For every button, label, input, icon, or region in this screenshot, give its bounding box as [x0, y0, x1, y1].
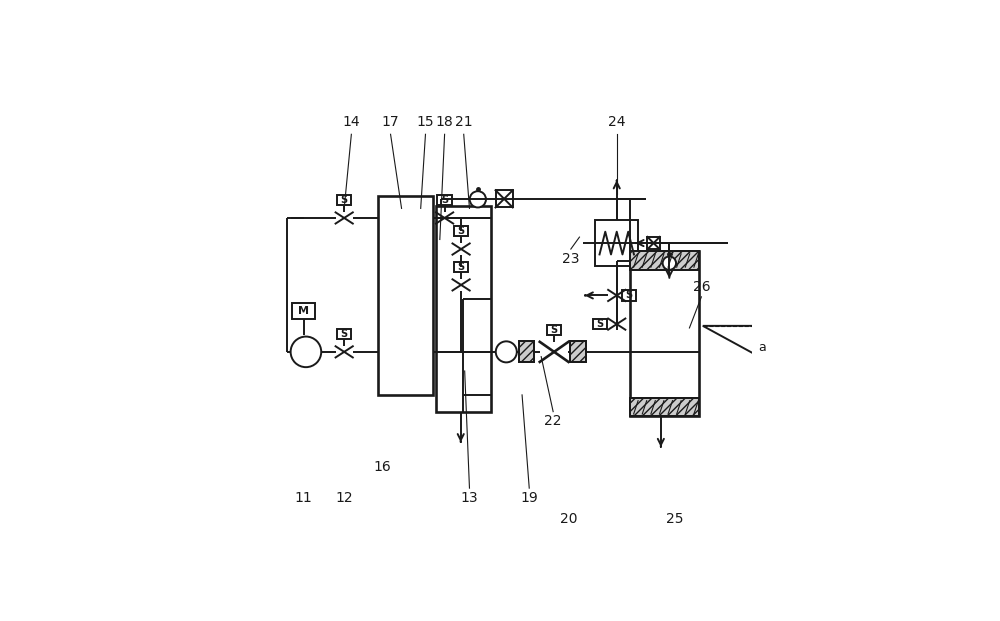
Circle shape [663, 256, 676, 270]
Bar [519, 342, 534, 363]
Text: M: M [298, 306, 309, 316]
Bar [454, 226, 468, 236]
Text: 12: 12 [335, 491, 353, 505]
Circle shape [496, 342, 517, 363]
Bar [593, 319, 607, 329]
Bar [337, 329, 351, 339]
Bar [570, 342, 586, 363]
Bar [595, 220, 638, 266]
Text: 18: 18 [436, 116, 453, 129]
Text: 23: 23 [562, 252, 580, 266]
Text: 17: 17 [382, 116, 399, 129]
Bar [630, 398, 699, 417]
Bar [630, 252, 699, 270]
Text: 24: 24 [608, 116, 625, 129]
Bar [630, 252, 699, 270]
Bar [630, 398, 699, 417]
Bar [496, 190, 513, 207]
Bar [436, 206, 491, 412]
Circle shape [470, 191, 486, 207]
Circle shape [291, 337, 321, 367]
Text: 15: 15 [417, 116, 434, 129]
Bar [292, 303, 315, 319]
Bar [630, 398, 699, 417]
Text: S: S [596, 319, 604, 329]
Bar [454, 261, 468, 272]
Text: 13: 13 [461, 491, 478, 505]
Text: S: S [341, 195, 348, 205]
Bar [378, 196, 433, 395]
Text: S: S [341, 329, 348, 339]
Bar [519, 342, 534, 363]
Text: 25: 25 [666, 512, 684, 526]
Bar [570, 342, 586, 363]
Bar [630, 252, 699, 417]
Bar [547, 325, 561, 335]
Text: 16: 16 [374, 460, 391, 474]
Text: a: a [758, 341, 766, 354]
Bar [630, 252, 699, 270]
Text: 21: 21 [455, 116, 473, 129]
Text: 22: 22 [544, 414, 562, 428]
Text: S: S [625, 291, 632, 301]
Text: 11: 11 [294, 491, 312, 505]
Bar [622, 290, 636, 301]
Text: S: S [458, 262, 465, 272]
Text: S: S [441, 195, 448, 205]
Text: 19: 19 [520, 491, 538, 505]
Text: 20: 20 [560, 512, 578, 526]
Bar [337, 195, 351, 205]
Text: S: S [551, 325, 558, 335]
Text: 26: 26 [693, 280, 710, 294]
Bar [647, 237, 660, 249]
Text: 14: 14 [343, 116, 360, 129]
Bar [437, 195, 452, 205]
Text: S: S [458, 226, 465, 236]
